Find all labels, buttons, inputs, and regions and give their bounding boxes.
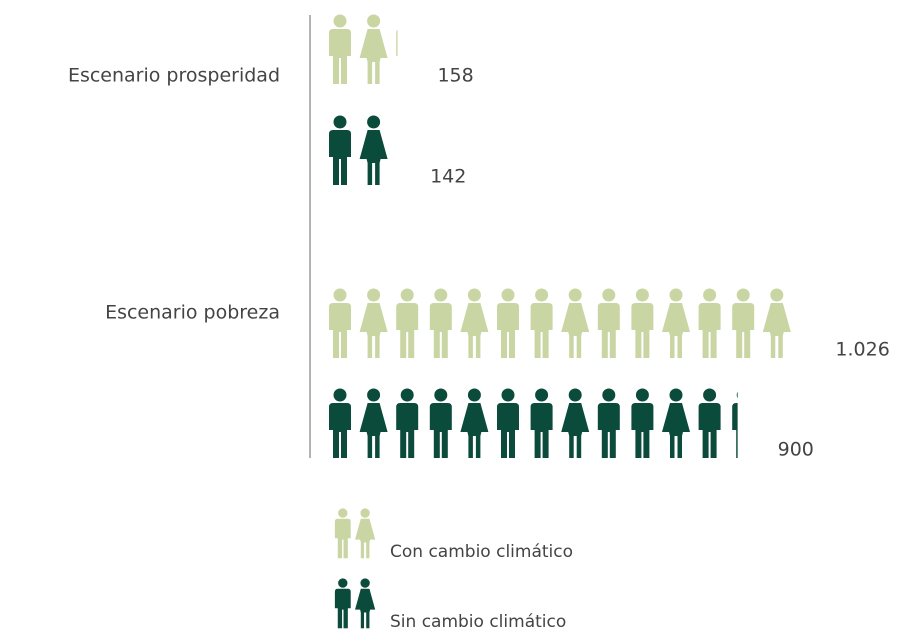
legend-label: Con cambio climático <box>390 542 573 562</box>
value-label: 142 <box>430 166 466 188</box>
icon-row <box>329 15 418 85</box>
legend-label: Sin cambio climático <box>390 612 566 632</box>
value-label: 1.026 <box>835 339 889 361</box>
value-label: 900 <box>778 439 814 461</box>
icon-row <box>329 389 754 459</box>
value-label: 158 <box>437 65 473 87</box>
category-label: Escenario prosperidad <box>68 65 280 87</box>
legend-icon <box>335 508 375 558</box>
legend-icon <box>335 578 375 628</box>
category-label: Escenario pobreza <box>105 302 280 324</box>
icon-row <box>329 289 791 359</box>
icon-row <box>329 116 388 186</box>
